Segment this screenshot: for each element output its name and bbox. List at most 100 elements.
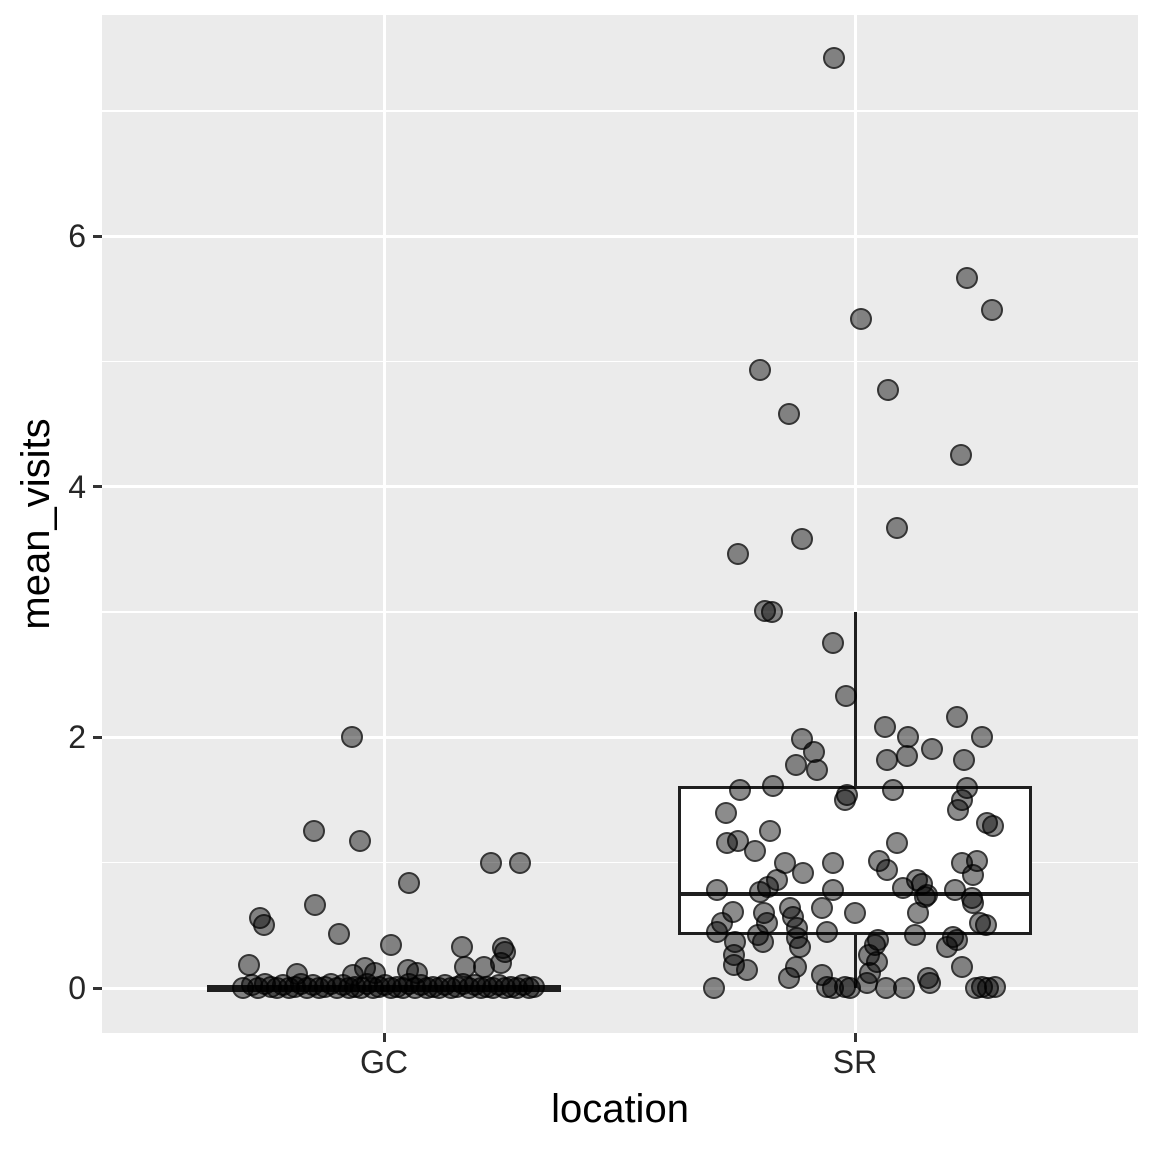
data-point-sr: [953, 748, 975, 771]
data-point-sr: [876, 748, 898, 771]
data-point-sr: [736, 959, 758, 982]
data-point-sr: [919, 971, 941, 994]
data-point-sr: [806, 758, 828, 781]
data-point-sr: [835, 685, 857, 708]
data-point-sr: [950, 444, 972, 467]
gridline-major-x: [382, 15, 386, 1033]
data-point-sr: [822, 851, 844, 874]
data-point-sr: [874, 716, 896, 739]
data-point-sr: [893, 977, 915, 999]
data-point-sr: [759, 820, 781, 843]
y-tick-label: 0: [68, 970, 86, 1006]
data-point-gc: [341, 726, 363, 749]
data-point-gc: [238, 954, 260, 977]
data-point-sr: [749, 359, 771, 382]
x-axis-title: location: [551, 1087, 689, 1131]
data-point-sr: [727, 543, 749, 566]
x-tick-mark: [853, 1033, 857, 1042]
data-point-sr: [921, 737, 943, 760]
data-point-sr: [716, 831, 738, 854]
data-point-sr: [982, 815, 1004, 838]
data-point-sr: [971, 726, 993, 749]
data-point-sr: [816, 920, 838, 943]
data-point-gc: [380, 934, 402, 957]
y-tick-label: 6: [68, 218, 86, 255]
data-point-gc: [253, 914, 275, 937]
y-tick-mark: [93, 485, 102, 489]
data-point-sr: [703, 977, 725, 999]
data-point-sr: [962, 864, 984, 887]
data-point-sr: [886, 831, 908, 854]
data-point-sr: [936, 935, 958, 958]
data-point-sr: [823, 47, 845, 70]
data-point-gc: [349, 830, 371, 853]
data-point-sr: [892, 876, 914, 899]
y-axis-title: mean_visits: [14, 418, 58, 630]
data-point-gc: [304, 894, 326, 917]
gridline-major-y: [102, 234, 1138, 238]
data-point-sr: [752, 930, 774, 953]
data-point-sr: [761, 601, 783, 624]
data-point-sr: [715, 801, 737, 824]
data-point-gc: [480, 851, 502, 874]
data-point-gc: [451, 935, 473, 958]
y-tick-label: 4: [68, 468, 86, 505]
data-point-sr: [706, 920, 728, 943]
data-point-sr: [749, 880, 771, 903]
data-point-sr: [839, 977, 861, 999]
data-point-sr: [947, 799, 969, 822]
data-point-sr: [975, 914, 997, 937]
data-point-gc: [523, 975, 545, 998]
gridline-major-x: [853, 15, 857, 1033]
data-point-sr: [834, 789, 856, 812]
data-point-sr: [907, 901, 929, 924]
data-point-sr: [789, 935, 811, 958]
boxplot-lower-whisker-sr: [853, 935, 857, 988]
data-point-sr: [984, 975, 1006, 998]
data-point-sr: [981, 299, 1003, 322]
data-point-sr: [886, 517, 908, 540]
x-tick-mark: [382, 1033, 386, 1042]
y-tick-mark: [93, 735, 102, 739]
data-point-sr: [792, 861, 814, 884]
y-tick-label: 2: [68, 719, 86, 756]
x-tick-label-sr: SR: [832, 1044, 878, 1080]
data-point-gc: [303, 820, 325, 843]
gridline-major-y: [102, 485, 1138, 489]
data-point-sr: [877, 379, 899, 402]
boxplot-median-sr: [678, 891, 1032, 897]
data-point-sr: [946, 706, 968, 729]
gridline-major-y: [102, 735, 1138, 739]
data-point-gc: [398, 871, 420, 894]
data-point-sr: [811, 896, 833, 919]
data-point-sr: [822, 632, 844, 655]
y-tick-mark: [93, 986, 102, 990]
y-tick-mark: [93, 234, 102, 238]
plot-panel: [102, 15, 1138, 1033]
x-tick-label-gc: GC: [360, 1044, 408, 1080]
data-point-sr: [962, 891, 984, 914]
data-point-sr: [896, 745, 918, 768]
data-point-sr: [791, 528, 813, 551]
data-point-sr: [951, 955, 973, 978]
data-point-sr: [850, 307, 872, 330]
gridline-major-y: [102, 986, 1138, 990]
data-point-sr: [778, 403, 800, 426]
data-point-gc: [509, 851, 531, 874]
data-point-sr: [785, 753, 807, 776]
data-point-sr: [876, 859, 898, 882]
data-point-sr: [904, 924, 926, 947]
gridline-minor-y: [102, 360, 1138, 363]
data-point-sr: [882, 779, 904, 802]
data-point-sr: [844, 901, 866, 924]
data-point-sr: [729, 779, 751, 802]
data-point-gc: [328, 923, 350, 946]
data-point-sr: [956, 266, 978, 289]
gridline-minor-y: [102, 611, 1138, 613]
data-point-sr: [822, 879, 844, 902]
data-point-sr: [706, 879, 728, 902]
data-point-sr: [744, 840, 766, 863]
data-point-sr: [778, 966, 800, 989]
gridline-minor-y: [102, 110, 1138, 112]
